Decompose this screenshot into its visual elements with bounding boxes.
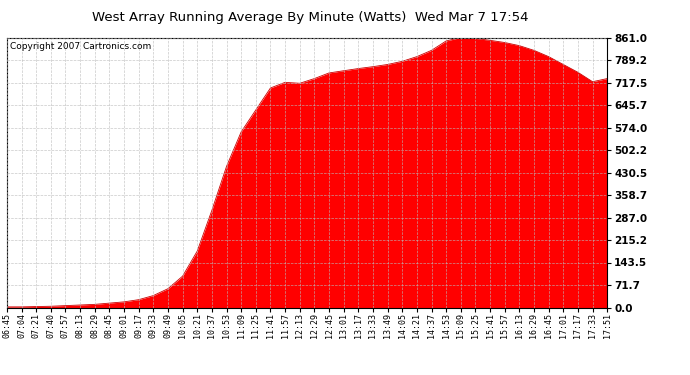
Text: West Array Running Average By Minute (Watts)  Wed Mar 7 17:54: West Array Running Average By Minute (Wa…	[92, 11, 529, 24]
Text: Copyright 2007 Cartronics.com: Copyright 2007 Cartronics.com	[10, 42, 151, 51]
